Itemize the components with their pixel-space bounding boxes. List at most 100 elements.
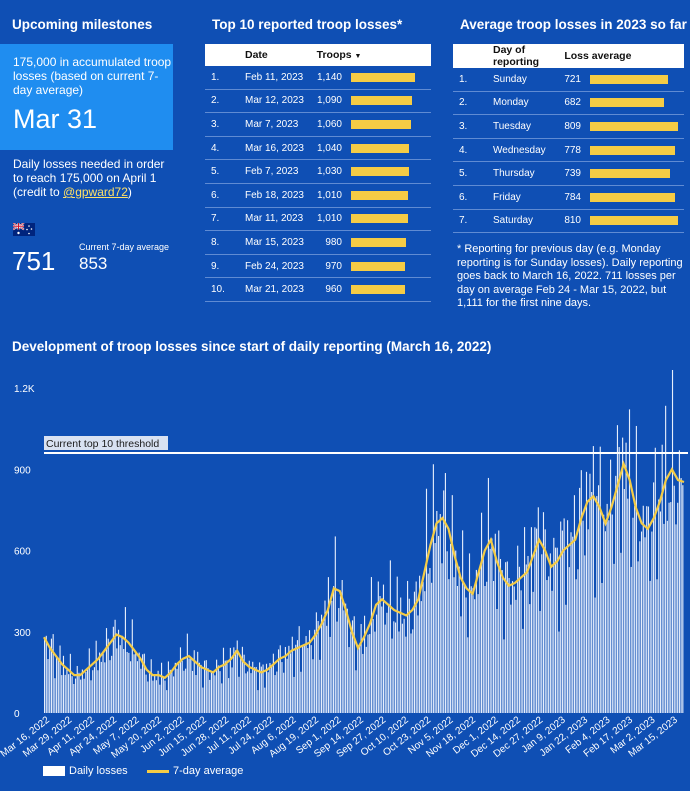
avg-header[interactable]: Loss average <box>558 44 684 68</box>
daily-bar <box>419 575 421 713</box>
value-bar <box>590 216 678 226</box>
troops-header[interactable]: Troops ▼ <box>310 44 431 66</box>
daily-bar <box>205 660 207 713</box>
day-cell: Sunday <box>487 68 559 92</box>
daily-bar <box>374 631 376 713</box>
daily-bar <box>403 618 405 713</box>
daily-bar <box>448 579 450 713</box>
daily-bar <box>503 639 505 713</box>
daily-bar <box>666 520 668 713</box>
day-header[interactable]: Day of reporting <box>487 44 559 68</box>
daily-bar <box>456 586 459 713</box>
date-cell: Mar 11, 2023 <box>239 207 311 232</box>
credit-link[interactable]: @gpward72 <box>63 185 128 199</box>
daily-bar <box>450 543 452 713</box>
table-row: 5. Feb 7, 2023 1,030 <box>205 159 431 184</box>
daily-bar <box>54 678 56 713</box>
daily-bar <box>76 665 78 713</box>
daily-bar <box>591 492 593 713</box>
avg-cell: 784 <box>558 185 587 210</box>
daily-bar <box>561 530 563 713</box>
bar-cell <box>587 91 684 116</box>
date-header[interactable]: Date <box>239 44 311 66</box>
daily-bar <box>424 591 426 713</box>
daily-bar <box>659 511 662 713</box>
daily-bar <box>510 604 512 713</box>
daily-bar <box>234 650 237 713</box>
daily-bar <box>417 615 419 713</box>
daily-bar <box>74 678 77 713</box>
daily-bar <box>121 635 123 713</box>
daily-bar <box>236 640 238 713</box>
daily-bar <box>224 660 226 713</box>
top10-heading: Top 10 reported troop losses* <box>212 17 403 32</box>
daily-bar <box>148 671 151 713</box>
daily-bar <box>596 496 598 713</box>
needed-value: 751 <box>12 246 56 276</box>
daily-bar <box>589 473 591 713</box>
daily-bar <box>252 661 254 713</box>
threshold-label: Current top 10 threshold <box>46 438 159 450</box>
daily-bar <box>453 577 455 713</box>
daily-bar <box>468 553 471 713</box>
daily-bar <box>143 653 145 713</box>
daily-bar <box>47 659 49 713</box>
daily-bar <box>228 678 230 713</box>
daily-bar <box>606 503 608 713</box>
daily-bar <box>568 567 570 713</box>
daily-bar <box>307 648 309 713</box>
daily-bar <box>209 679 211 713</box>
daily-bar <box>97 670 99 713</box>
daily-bar <box>126 651 128 713</box>
daily-bar <box>95 640 97 713</box>
daily-bar <box>499 558 502 713</box>
daily-bar <box>408 598 410 713</box>
daily-bar <box>267 672 269 713</box>
daily-bar <box>379 596 381 713</box>
daily-bar <box>62 655 65 713</box>
daily-bar <box>283 672 285 713</box>
day-cell: Thursday <box>487 161 559 186</box>
daily-bar <box>302 645 304 713</box>
daily-bar <box>85 672 87 713</box>
daily-bar <box>494 533 496 713</box>
daily-bar <box>587 529 589 713</box>
daily-bar <box>443 490 445 713</box>
daily-bar <box>190 658 192 713</box>
daily-bar <box>64 674 66 713</box>
threshold-label-bg <box>44 436 168 450</box>
daily-bar <box>308 630 311 713</box>
daily-bar <box>370 577 372 713</box>
daily-bar <box>546 580 548 713</box>
daily-bar <box>188 658 190 713</box>
daily-bar <box>525 564 527 713</box>
troops-cell: 1,140 <box>310 66 348 90</box>
daily-bar <box>219 671 221 713</box>
daily-bar <box>355 670 357 713</box>
daily-bar <box>59 645 61 713</box>
daily-bar <box>336 621 338 713</box>
daily-bar <box>117 629 120 713</box>
daily-bar <box>458 566 460 713</box>
bar-cell <box>348 277 431 302</box>
daily-bar <box>529 604 531 713</box>
daily-bar <box>427 573 429 713</box>
daily-bar <box>663 523 665 713</box>
daily-bar <box>345 603 347 713</box>
table-row: 6. Friday 784 <box>453 185 684 210</box>
daily-bar <box>66 669 68 713</box>
daily-bar <box>155 680 157 713</box>
daily-bar <box>487 477 489 713</box>
rank-cell: 5. <box>205 159 239 184</box>
daily-bar <box>119 645 121 713</box>
weekday-table: Day of reporting Loss average 1. Sunday 72… <box>453 44 684 234</box>
daily-bar <box>431 582 433 713</box>
daily-bar <box>56 657 58 713</box>
legend-line-label: 7-day average <box>173 765 244 777</box>
daily-bar <box>381 606 383 713</box>
daily-bar <box>415 581 417 713</box>
daily-bar <box>393 621 395 713</box>
legend-bar-swatch <box>43 766 65 776</box>
daily-bar <box>240 658 242 713</box>
daily-bar <box>585 471 588 713</box>
